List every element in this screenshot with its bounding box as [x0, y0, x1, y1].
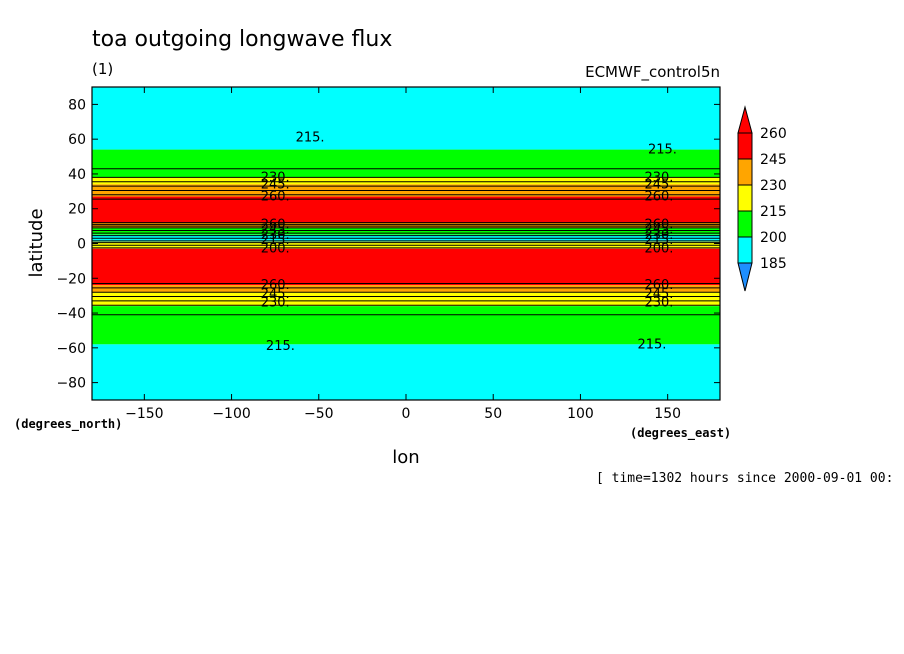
x-axis-label: lon — [392, 447, 419, 468]
contour-label-25: 215. — [637, 337, 666, 352]
contour-label-23: 230. — [644, 296, 673, 311]
y-tick-label: 60 — [68, 132, 86, 148]
contour-label-2: 230. — [261, 170, 290, 185]
y-tick-label: −60 — [56, 341, 86, 357]
contour-label-18: 260. — [261, 278, 290, 293]
contour-label-16: 215. — [644, 233, 673, 248]
y-unit-label: (degrees_north) — [14, 417, 122, 432]
contour-lines — [92, 168, 720, 316]
contour-label-5: 230. — [644, 170, 673, 185]
colorbar-cell-4 — [737, 132, 753, 160]
y-tick-label: 80 — [68, 97, 86, 113]
band-9 — [92, 248, 720, 286]
colorbar-low-arrow — [737, 262, 753, 292]
band-11 — [92, 292, 720, 307]
x-unit-label: (degrees_east) — [630, 426, 731, 441]
band-2 — [92, 177, 720, 185]
contour-label-22: 245. — [644, 287, 673, 302]
contour-label-6: 245. — [644, 177, 673, 192]
band-13 — [92, 344, 720, 400]
plot-area — [92, 87, 720, 400]
contour-label-17: 200. — [644, 242, 673, 257]
x-axis: −150 −100 −50 0 50 100 150 — [125, 87, 681, 422]
x-tick-label: −50 — [304, 406, 334, 422]
y-tick-label: −20 — [56, 271, 86, 287]
colorbar-cell-0 — [737, 236, 753, 264]
contour-label-12: 200. — [261, 242, 290, 257]
y-tick-label: −40 — [56, 306, 86, 322]
colorbar-label: 260 — [760, 126, 787, 142]
y-tick-label: −80 — [56, 376, 86, 392]
x-tick-label: 150 — [654, 406, 681, 422]
x-tick-label: 50 — [484, 406, 502, 422]
contour-label-8: 260. — [261, 217, 290, 232]
band-5 — [92, 222, 720, 228]
contour-label-13: 260. — [644, 217, 673, 232]
contour-label-11: 215. — [261, 233, 290, 248]
contour-label-0: 215. — [296, 130, 325, 145]
y-tick-label: 40 — [68, 167, 86, 183]
contour-label-4: 260. — [261, 190, 290, 205]
contour-label-10: 230. — [261, 228, 290, 243]
colorbar-label: 245 — [760, 152, 787, 168]
colorbar-cell-1 — [737, 210, 753, 238]
colorbar-label: 185 — [760, 256, 787, 272]
contour-label-19: 245. — [261, 287, 290, 302]
colorbar-label: 230 — [760, 178, 787, 194]
contour-label-1: 215. — [648, 143, 677, 158]
contour-label-7: 260. — [644, 190, 673, 205]
contour-label-20: 230. — [261, 296, 290, 311]
chart-title: toa outgoing longwave flux — [92, 27, 392, 52]
x-tick-label: 0 — [402, 406, 411, 422]
contour-label-15: 230. — [644, 228, 673, 243]
x-tick-label: 100 — [567, 406, 594, 422]
contour-label-21: 260. — [644, 278, 673, 293]
colorbar: 185 200 215 230 245 260 — [737, 105, 787, 292]
contour-label-24: 215. — [266, 339, 295, 354]
band-6 — [92, 227, 720, 235]
colorbar-cell-3 — [737, 158, 753, 186]
band-4 — [92, 196, 720, 223]
dataset-label: ECMWF_control5n — [585, 63, 720, 82]
x-tick-label: −150 — [125, 406, 163, 422]
colorbar-high-arrow — [737, 105, 753, 134]
contour-labels: 215.215.230.245.260.230.245.260.260.245.… — [261, 130, 677, 354]
band-12 — [92, 306, 720, 345]
y-axis: 80 60 40 20 0 −20 −40 −60 −80 — [56, 97, 720, 392]
y-tick-label: 20 — [68, 202, 86, 218]
band-0 — [92, 87, 720, 150]
contour-label-3: 245. — [261, 177, 290, 192]
band-10 — [92, 285, 720, 293]
contour-label-14: 245. — [644, 223, 673, 238]
colorbar-label: 215 — [760, 204, 787, 220]
colorbar-cell-2 — [737, 184, 753, 212]
chart-subtitle: (1) — [92, 60, 113, 78]
colorbar-label: 200 — [760, 230, 787, 246]
y-tick-label: 0 — [77, 237, 86, 253]
x-tick-label: −100 — [212, 406, 250, 422]
band-1 — [92, 149, 720, 178]
time-label: [ time=1302 hours since 2000-09-01 00: — [596, 471, 893, 486]
y-axis-label: latitude — [26, 208, 47, 277]
contour-label-9: 245. — [261, 223, 290, 238]
